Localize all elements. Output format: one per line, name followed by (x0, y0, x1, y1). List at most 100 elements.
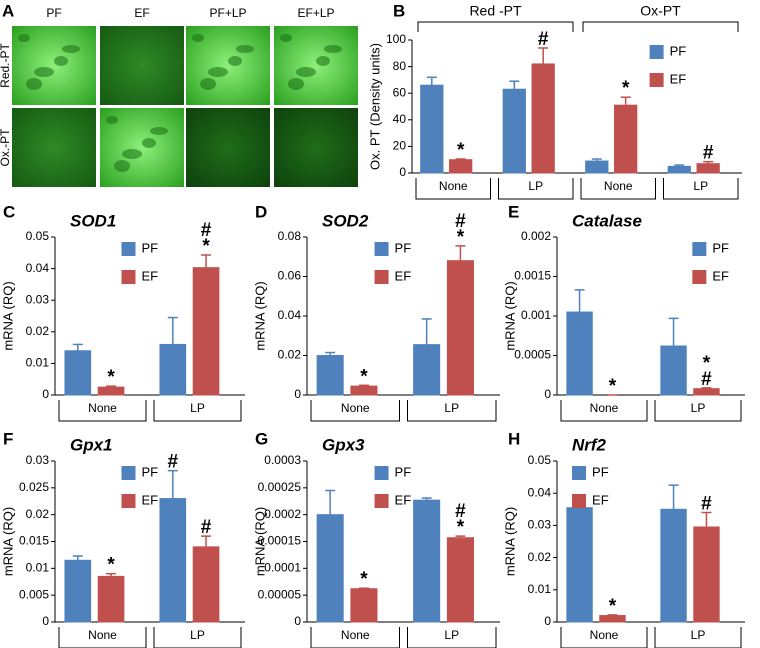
significance-marker: # (201, 220, 212, 241)
y-axis-label: mRNA (RQ) (0, 507, 15, 576)
chart-title: Catalase (572, 211, 642, 230)
significance-marker: * (609, 376, 617, 397)
y-tick-label: 0.03 (26, 292, 50, 306)
tissue-spot (296, 67, 316, 77)
legend-label: EF (142, 268, 159, 283)
legend-label: EF (395, 268, 412, 283)
y-tick-label: 60 (393, 85, 407, 99)
y-tick-label: 0 (544, 614, 551, 628)
y-tick-label: 0 (294, 614, 301, 628)
legend-label: PF (142, 240, 159, 255)
bar (316, 355, 344, 396)
y-tick-label: 0.05 (528, 453, 552, 467)
bar (502, 88, 526, 174)
significance-marker: * (609, 596, 617, 617)
x-tick-label: None (88, 628, 117, 642)
legend-swatch (572, 494, 587, 508)
chart-title: SOD1 (70, 211, 116, 230)
bar (614, 104, 638, 174)
micrograph (100, 26, 184, 105)
y-tick-label: 0.04 (278, 308, 302, 322)
y-axis-label: mRNA (RQ) (252, 507, 267, 576)
legend-swatch (121, 494, 136, 508)
y-tick-label: 0.08 (278, 229, 302, 243)
category-bracket (663, 178, 739, 200)
panel-letter: B (393, 1, 405, 20)
y-tick-label: 0 (544, 387, 551, 401)
bar (64, 350, 92, 396)
tissue-spot (54, 56, 68, 66)
y-tick-label: 0.01 (26, 356, 50, 370)
chart-title: Gpx3 (322, 435, 365, 454)
legend-label: EF (670, 71, 687, 86)
column-label: EF (134, 6, 149, 20)
group-label: Red -PT (469, 3, 522, 19)
y-tick-label: 0.02 (26, 324, 50, 338)
x-tick-label: None (439, 179, 468, 193)
y-tick-label: 0.025 (19, 480, 49, 494)
significance-marker: * (622, 78, 630, 99)
significance-marker: # (538, 29, 549, 50)
legend-swatch (374, 242, 389, 256)
significance-marker: # (455, 501, 466, 522)
bar (446, 537, 474, 623)
bar (566, 507, 593, 623)
panel-letter: A (2, 1, 14, 20)
significance-marker: # (701, 369, 712, 390)
micrographs (12, 26, 358, 187)
y-tick-label: 100 (386, 32, 406, 46)
tissue-spot (18, 34, 30, 42)
tissue-spot (106, 116, 118, 124)
legend-swatch (121, 242, 136, 256)
y-tick-label: 0.002 (521, 229, 551, 243)
legend-swatch (649, 45, 664, 59)
y-tick-label: 0 (42, 614, 49, 628)
y-tick-label: 0.04 (528, 485, 552, 499)
category-bracket (310, 627, 400, 648)
panel-letter: G (255, 429, 268, 448)
tissue-spot (236, 45, 254, 53)
bar (97, 386, 125, 396)
y-tick-label: 0.02 (528, 550, 552, 564)
bar (350, 385, 378, 396)
legend-swatch (121, 270, 136, 284)
category-bracket (407, 400, 497, 422)
bar (97, 575, 125, 623)
bar (660, 345, 687, 396)
legend-swatch (572, 466, 587, 480)
bar (531, 63, 555, 174)
bar (159, 343, 187, 396)
y-tick-label: 0.0015 (514, 269, 551, 283)
x-tick-label: None (88, 401, 117, 415)
tissue-spot (142, 138, 156, 148)
y-axis-label: mRNA (RQ) (502, 507, 517, 576)
panel-letter: E (508, 202, 519, 221)
x-tick-label: None (604, 179, 633, 193)
bar (350, 588, 378, 623)
y-tick-label: 0.00025 (258, 480, 302, 494)
tissue-spot (200, 78, 216, 90)
column-label: EF+LP (297, 6, 334, 20)
x-tick-label: LP (691, 401, 706, 415)
tissue-spot (150, 127, 168, 135)
significance-marker: * (107, 367, 115, 388)
significance-marker: * (703, 353, 711, 374)
x-tick-label: LP (190, 401, 205, 415)
category-bracket (498, 178, 574, 200)
bar (413, 344, 441, 396)
y-tick-label: 0.05 (26, 229, 50, 243)
category-bracket (407, 627, 497, 648)
panel-letter: F (3, 429, 13, 448)
y-tick-label: 0.03 (26, 453, 50, 467)
y-tick-label: 0.005 (19, 587, 49, 601)
tissue-spot (288, 78, 304, 90)
category-bracket (560, 400, 648, 422)
legend-label: PF (592, 464, 609, 479)
legend-label: EF (592, 492, 609, 507)
legend-swatch (374, 494, 389, 508)
bar (693, 526, 720, 623)
y-axis-label: mRNA (RQ) (252, 281, 267, 350)
y-tick-label: 0.0003 (264, 453, 301, 467)
y-tick-label: 0.001 (521, 308, 551, 322)
